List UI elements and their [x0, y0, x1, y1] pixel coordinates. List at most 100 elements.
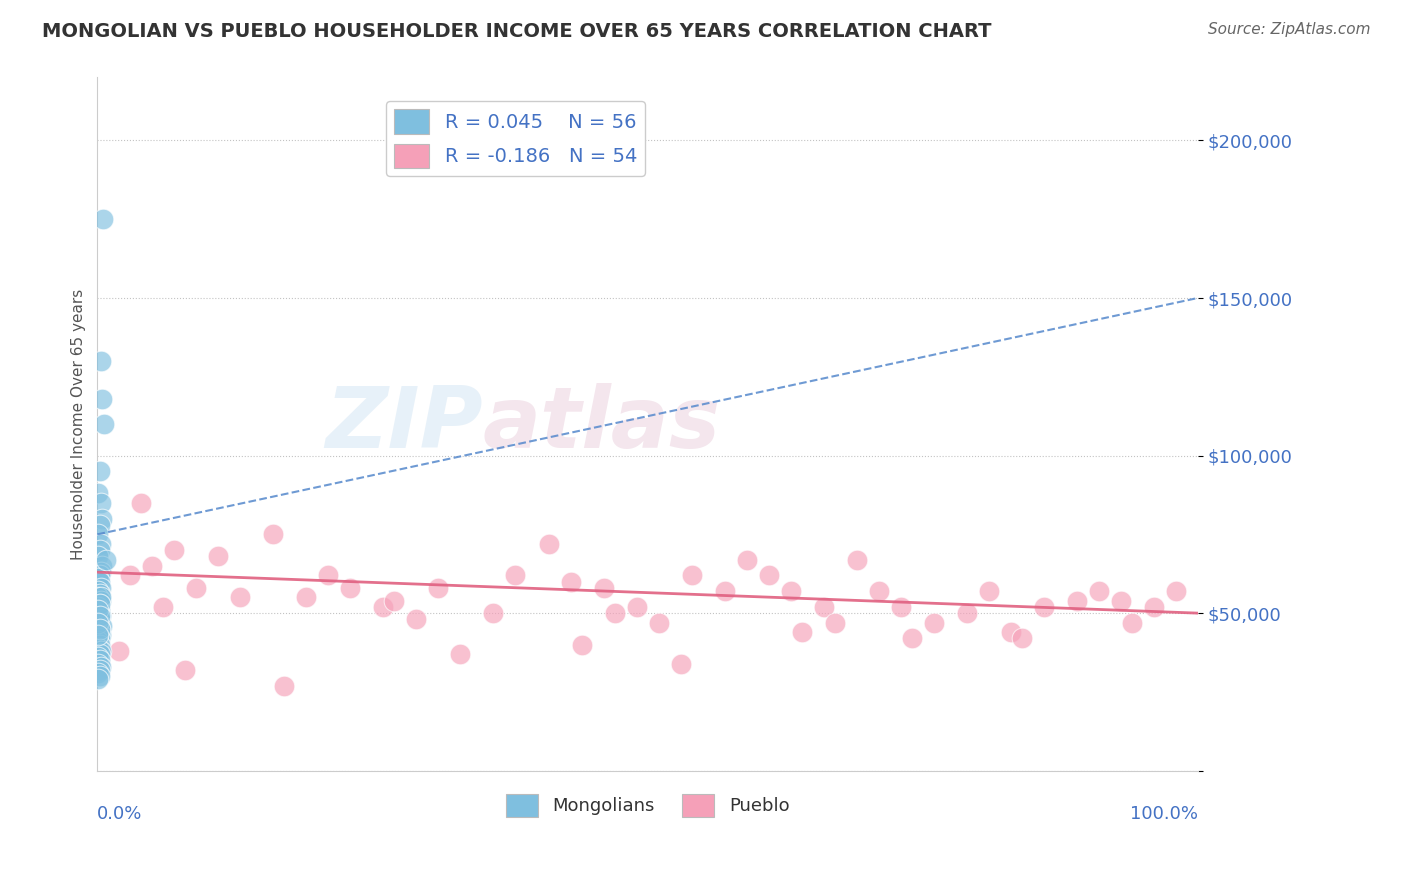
Point	[89, 622, 111, 636]
Point	[89, 517, 111, 532]
Point	[90, 644, 112, 658]
Point	[681, 568, 703, 582]
Text: 100.0%: 100.0%	[1130, 805, 1198, 823]
Point	[89, 568, 111, 582]
Point	[273, 679, 295, 693]
Point	[90, 581, 112, 595]
Point	[90, 591, 112, 605]
Point	[90, 565, 112, 579]
Point	[91, 212, 114, 227]
Point	[779, 584, 801, 599]
Point	[186, 581, 208, 595]
Point	[1011, 632, 1033, 646]
Point	[96, 552, 118, 566]
Point	[505, 568, 527, 582]
Point	[87, 549, 110, 564]
Point	[560, 574, 582, 589]
Text: 0.0%: 0.0%	[97, 805, 143, 823]
Point	[89, 647, 111, 661]
Text: atlas: atlas	[482, 383, 721, 466]
Point	[89, 464, 111, 478]
Point	[384, 593, 406, 607]
Point	[758, 568, 780, 582]
Point	[90, 619, 112, 633]
Point	[108, 644, 131, 658]
Point	[229, 591, 252, 605]
Point	[93, 417, 115, 431]
Point	[87, 527, 110, 541]
Point	[90, 628, 112, 642]
Point	[450, 647, 472, 661]
Legend: Mongolians, Pueblo: Mongolians, Pueblo	[498, 787, 797, 824]
Point	[977, 584, 1000, 599]
Point	[603, 606, 626, 620]
Point	[868, 584, 890, 599]
Point	[89, 609, 111, 624]
Text: Source: ZipAtlas.com: Source: ZipAtlas.com	[1208, 22, 1371, 37]
Point	[89, 603, 111, 617]
Point	[90, 659, 112, 673]
Point	[89, 632, 111, 646]
Point	[1000, 625, 1022, 640]
Text: MONGOLIAN VS PUEBLO HOUSEHOLDER INCOME OVER 65 YEARS CORRELATION CHART: MONGOLIAN VS PUEBLO HOUSEHOLDER INCOME O…	[42, 22, 991, 41]
Point	[427, 581, 450, 595]
Point	[1164, 584, 1187, 599]
Point	[87, 634, 110, 648]
Point	[87, 657, 110, 671]
Point	[87, 615, 110, 630]
Point	[537, 537, 560, 551]
Point	[87, 599, 110, 614]
Point	[735, 552, 758, 566]
Point	[87, 603, 110, 617]
Point	[295, 591, 318, 605]
Point	[90, 593, 112, 607]
Point	[120, 568, 142, 582]
Point	[89, 638, 111, 652]
Point	[89, 597, 111, 611]
Point	[89, 669, 111, 683]
Point	[87, 665, 110, 680]
Point	[626, 599, 648, 614]
Point	[90, 558, 112, 573]
Point	[152, 599, 174, 614]
Point	[482, 606, 505, 620]
Point	[87, 572, 110, 586]
Point	[87, 606, 110, 620]
Point	[90, 511, 112, 525]
Point	[87, 650, 110, 665]
Point	[262, 527, 284, 541]
Point	[87, 625, 110, 640]
Point	[571, 638, 593, 652]
Point	[87, 486, 110, 500]
Point	[1109, 593, 1132, 607]
Point	[87, 591, 110, 605]
Point	[592, 581, 614, 595]
Point	[163, 543, 186, 558]
Point	[1143, 599, 1166, 614]
Point	[790, 625, 813, 640]
Point	[131, 496, 153, 510]
Point	[87, 584, 110, 599]
Point	[87, 628, 110, 642]
Point	[845, 552, 868, 566]
Point	[1066, 593, 1088, 607]
Point	[373, 599, 395, 614]
Point	[89, 663, 111, 677]
Point	[318, 568, 340, 582]
Point	[1087, 584, 1109, 599]
Point	[141, 558, 163, 573]
Point	[713, 584, 735, 599]
Point	[669, 657, 692, 671]
Point	[405, 612, 427, 626]
Point	[87, 615, 110, 630]
Point	[956, 606, 979, 620]
Point	[90, 354, 112, 368]
Point	[90, 537, 112, 551]
Point	[87, 673, 110, 687]
Point	[90, 496, 112, 510]
Point	[89, 622, 111, 636]
Point	[922, 615, 945, 630]
Y-axis label: Householder Income Over 65 years: Householder Income Over 65 years	[72, 288, 86, 559]
Point	[89, 653, 111, 667]
Point	[1032, 599, 1054, 614]
